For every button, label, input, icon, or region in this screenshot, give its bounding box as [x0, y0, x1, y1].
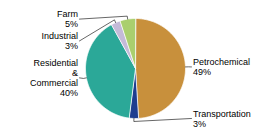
- svg-text:Industrial3%: Industrial3%: [41, 31, 78, 51]
- svg-text:Transportation3%: Transportation3%: [193, 109, 251, 129]
- svg-text:Petrochemical49%: Petrochemical49%: [193, 57, 250, 77]
- svg-text:Farm5%: Farm5%: [57, 9, 78, 29]
- svg-text:Residential&Commercial40%: Residential&Commercial40%: [30, 58, 78, 98]
